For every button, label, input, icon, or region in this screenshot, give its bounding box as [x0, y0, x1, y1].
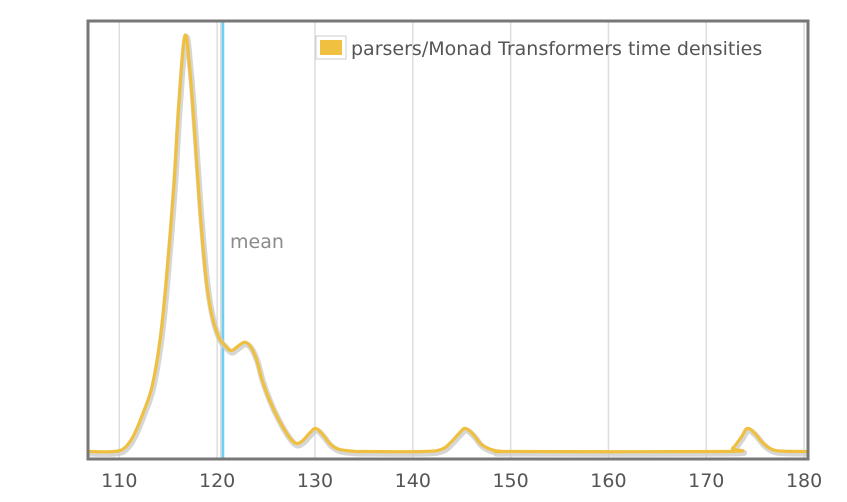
series-layer — [87, 33, 810, 457]
x-tick-label: 140 — [395, 470, 431, 492]
legend: parsers/Monad Transformers time densitie… — [315, 35, 762, 60]
x-tick-label: 120 — [199, 470, 235, 492]
x-tick-label: 160 — [590, 470, 626, 492]
x-tick-label: 170 — [688, 470, 724, 492]
x-tick-label: 110 — [101, 470, 137, 492]
x-tick-label: 130 — [297, 470, 333, 492]
legend-swatch — [320, 40, 342, 55]
x-axis-ticks: 110 120 130 140 150 160 170 180 — [101, 470, 822, 492]
density-curve — [87, 33, 809, 454]
plot-frame — [86, 19, 810, 461]
x-tick-label: 180 — [786, 470, 822, 492]
legend-label: parsers/Monad Transformers time densitie… — [351, 38, 762, 60]
grid-lines — [118, 21, 805, 459]
x-tick-label: 150 — [492, 470, 528, 492]
density-curve-shadow — [88, 33, 810, 457]
mean-label: mean — [230, 231, 284, 253]
mean-marker: mean — [220, 21, 284, 459]
